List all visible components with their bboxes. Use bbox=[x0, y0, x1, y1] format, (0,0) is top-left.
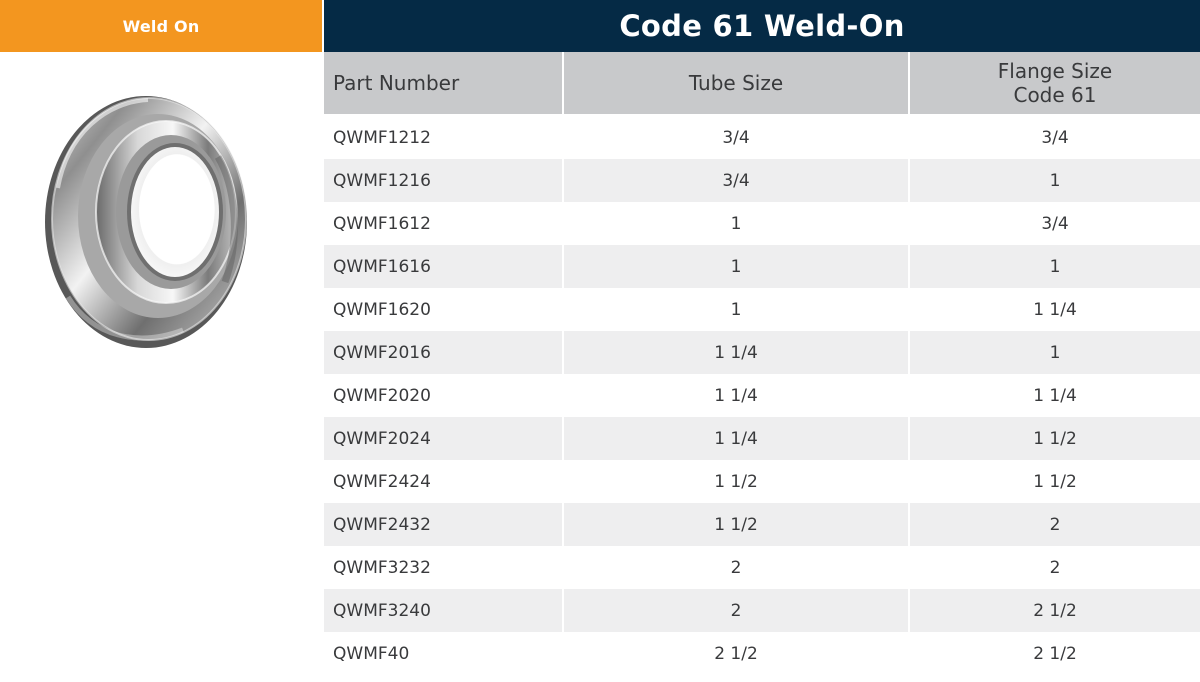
tube-size-header: Tube Size bbox=[562, 52, 908, 116]
flange-size-cell: 1 bbox=[908, 331, 1200, 374]
tube-size-cell: 3/4 bbox=[562, 159, 908, 202]
flange-size-header: Flange Size Code 61 bbox=[908, 52, 1200, 116]
weld-on-flange-ring-image bbox=[45, 96, 247, 348]
tube-size-cell: 1 bbox=[562, 288, 908, 331]
flange-size-cell: 3/4 bbox=[908, 116, 1200, 159]
table-header: Part Number Tube Size Flange Size Code 6… bbox=[324, 52, 1200, 116]
tube-size-cell: 1 1/2 bbox=[562, 460, 908, 503]
table-row: QWMF1212 3/4 3/4 bbox=[324, 116, 1200, 159]
spec-table: Part Number Tube Size Flange Size Code 6… bbox=[324, 52, 1200, 675]
table-row: QWMF1216 3/4 1 bbox=[324, 159, 1200, 202]
table-row: QWMF1612 1 3/4 bbox=[324, 202, 1200, 245]
flange-size-cell: 2 1/2 bbox=[908, 589, 1200, 632]
part-number-cell: QWMF2016 bbox=[324, 331, 562, 374]
table-row: QWMF2432 1 1/2 2 bbox=[324, 503, 1200, 546]
product-image-panel bbox=[0, 52, 322, 682]
table-row: QWMF3232 2 2 bbox=[324, 546, 1200, 589]
flange-size-cell: 1 bbox=[908, 159, 1200, 202]
tube-size-cell: 3/4 bbox=[562, 116, 908, 159]
header-row: Part Number Tube Size Flange Size Code 6… bbox=[324, 52, 1200, 116]
category-tab-label: Weld On bbox=[122, 16, 200, 36]
tube-size-cell: 1 1/4 bbox=[562, 417, 908, 460]
tube-size-cell: 1 bbox=[562, 202, 908, 245]
tube-size-cell: 1 1/2 bbox=[562, 503, 908, 546]
tube-size-cell: 2 bbox=[562, 589, 908, 632]
table-row: QWMF2016 1 1/4 1 bbox=[324, 331, 1200, 374]
page-title-text: Code 61 Weld-On bbox=[619, 9, 905, 43]
tube-size-cell: 1 bbox=[562, 245, 908, 288]
part-number-cell: QWMF1616 bbox=[324, 245, 562, 288]
page-title: Code 61 Weld-On bbox=[324, 0, 1200, 52]
flange-size-header-line2: Code 61 bbox=[1013, 83, 1097, 107]
flange-size-cell: 1 1/2 bbox=[908, 460, 1200, 503]
table-row: QWMF40 2 1/2 2 1/2 bbox=[324, 632, 1200, 675]
part-number-cell: QWMF40 bbox=[324, 632, 562, 675]
part-number-cell: QWMF2424 bbox=[324, 460, 562, 503]
table-row: QWMF3240 2 2 1/2 bbox=[324, 589, 1200, 632]
table-row: QWMF1620 1 1 1/4 bbox=[324, 288, 1200, 331]
flange-size-cell: 1 1/4 bbox=[908, 374, 1200, 417]
part-number-cell: QWMF2024 bbox=[324, 417, 562, 460]
flange-size-cell: 2 bbox=[908, 546, 1200, 589]
tube-size-cell: 2 bbox=[562, 546, 908, 589]
flange-size-header-line1: Flange Size bbox=[997, 59, 1113, 83]
category-tab[interactable]: Weld On bbox=[0, 0, 322, 52]
flange-size-cell: 1 1/2 bbox=[908, 417, 1200, 460]
table-body: QWMF1212 3/4 3/4 QWMF1216 3/4 1 QWMF1612… bbox=[324, 116, 1200, 675]
tube-size-cell: 1 1/4 bbox=[562, 331, 908, 374]
table-row: QWMF2024 1 1/4 1 1/2 bbox=[324, 417, 1200, 460]
part-number-cell: QWMF3240 bbox=[324, 589, 562, 632]
table-row: QWMF2020 1 1/4 1 1/4 bbox=[324, 374, 1200, 417]
flange-size-cell: 1 bbox=[908, 245, 1200, 288]
spec-table-container: Part Number Tube Size Flange Size Code 6… bbox=[324, 52, 1200, 675]
flange-size-cell: 2 bbox=[908, 503, 1200, 546]
tube-size-cell: 2 1/2 bbox=[562, 632, 908, 675]
flange-size-cell: 2 1/2 bbox=[908, 632, 1200, 675]
flange-size-cell: 1 1/4 bbox=[908, 288, 1200, 331]
part-number-cell: QWMF3232 bbox=[324, 546, 562, 589]
part-number-cell: QWMF1620 bbox=[324, 288, 562, 331]
part-number-cell: QWMF1612 bbox=[324, 202, 562, 245]
part-number-cell: QWMF1212 bbox=[324, 116, 562, 159]
table-row: QWMF1616 1 1 bbox=[324, 245, 1200, 288]
part-number-cell: QWMF1216 bbox=[324, 159, 562, 202]
part-number-header: Part Number bbox=[324, 52, 562, 116]
part-number-cell: QWMF2432 bbox=[324, 503, 562, 546]
tube-size-cell: 1 1/4 bbox=[562, 374, 908, 417]
table-row: QWMF2424 1 1/2 1 1/2 bbox=[324, 460, 1200, 503]
flange-size-cell: 3/4 bbox=[908, 202, 1200, 245]
part-number-cell: QWMF2020 bbox=[324, 374, 562, 417]
